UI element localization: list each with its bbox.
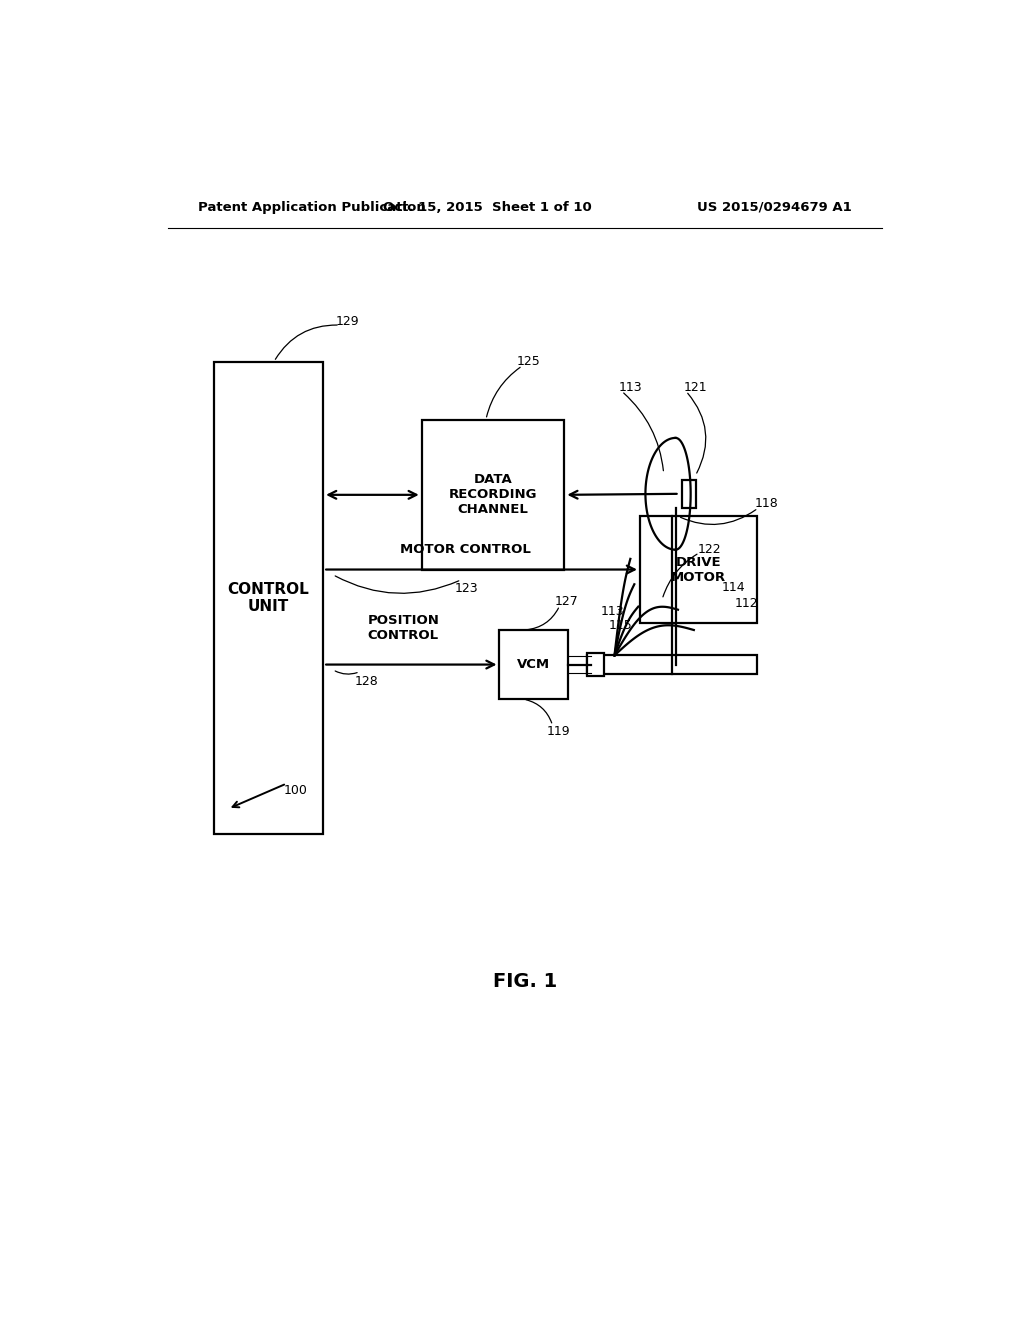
FancyBboxPatch shape [587, 656, 758, 673]
Text: Oct. 15, 2015  Sheet 1 of 10: Oct. 15, 2015 Sheet 1 of 10 [383, 201, 592, 214]
Text: 114: 114 [722, 581, 745, 594]
Text: POSITION
CONTROL: POSITION CONTROL [368, 614, 439, 643]
Text: 113: 113 [601, 605, 625, 618]
Text: 122: 122 [697, 544, 722, 556]
Text: 112: 112 [734, 597, 758, 610]
Text: MOTOR CONTROL: MOTOR CONTROL [400, 544, 531, 556]
FancyBboxPatch shape [500, 630, 567, 700]
Text: 127: 127 [555, 595, 579, 609]
FancyBboxPatch shape [422, 420, 564, 570]
FancyBboxPatch shape [214, 362, 324, 834]
Text: 125: 125 [517, 355, 541, 368]
Text: 100: 100 [284, 784, 307, 797]
FancyBboxPatch shape [587, 653, 604, 676]
Text: 121: 121 [684, 380, 708, 393]
Text: 119: 119 [547, 725, 570, 738]
Text: DATA
RECORDING
CHANNEL: DATA RECORDING CHANNEL [449, 474, 538, 516]
Text: 123: 123 [455, 582, 478, 595]
Text: Patent Application Publication: Patent Application Publication [198, 201, 426, 214]
Text: DRIVE
MOTOR: DRIVE MOTOR [671, 556, 726, 583]
FancyBboxPatch shape [640, 516, 758, 623]
Text: US 2015/0294679 A1: US 2015/0294679 A1 [697, 201, 852, 214]
Text: 128: 128 [354, 675, 378, 688]
Text: 118: 118 [755, 498, 778, 511]
Text: CONTROL
UNIT: CONTROL UNIT [227, 582, 309, 614]
Text: 113: 113 [618, 380, 642, 393]
FancyBboxPatch shape [682, 479, 696, 508]
Text: 129: 129 [336, 314, 359, 327]
Text: VCM: VCM [517, 659, 550, 671]
Text: FIG. 1: FIG. 1 [493, 973, 557, 991]
Text: 115: 115 [609, 619, 633, 632]
